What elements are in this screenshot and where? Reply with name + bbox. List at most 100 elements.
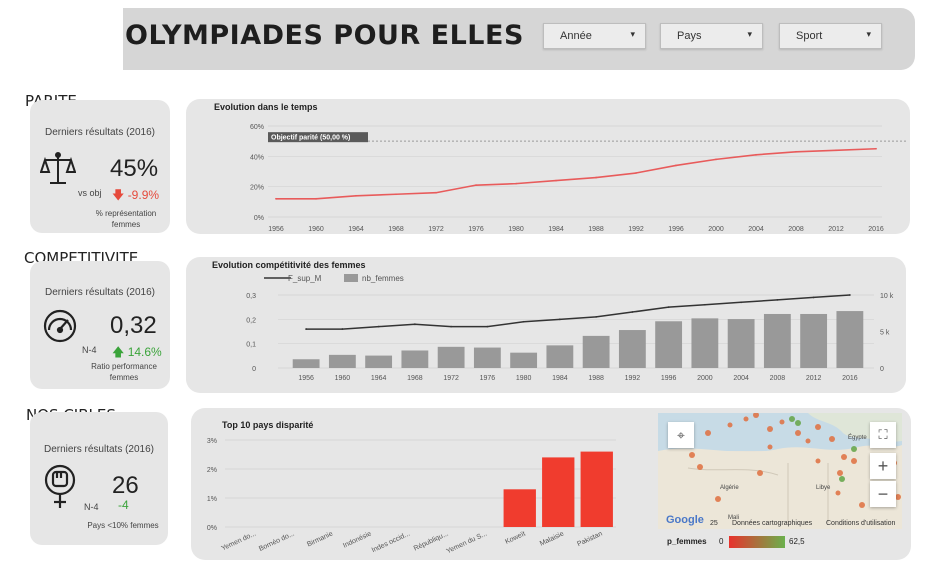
x-tick-label: 1956: [298, 375, 314, 382]
map-city-label: Mali: [728, 515, 739, 521]
data-point: [355, 194, 357, 197]
x-tick-label: Malaisie: [539, 530, 565, 547]
y-left-tick-label: 0: [252, 366, 256, 373]
locate-icon[interactable]: ⌖: [668, 422, 694, 448]
data-point: [795, 150, 797, 153]
data-point: [555, 179, 557, 182]
kpi-footer: % représentation femmes: [95, 209, 157, 229]
data-point: [486, 325, 489, 328]
y-tick-label: 1%: [207, 496, 217, 503]
legend-min: 0: [719, 537, 724, 546]
zoom-out-button[interactable]: −: [870, 481, 896, 507]
bar: [655, 321, 683, 368]
data-point: [522, 320, 525, 323]
x-tick-label: Républiqu...: [413, 530, 450, 552]
data-point: [776, 298, 779, 301]
x-tick-label: 1956: [268, 226, 284, 233]
legend-gradient: [729, 536, 785, 548]
kpi-delta: 🡇 -9.9%: [112, 186, 159, 207]
x-tick-label: 1996: [661, 375, 677, 382]
filter-sport-label: Sport: [796, 30, 823, 42]
x-tick-label: 2000: [697, 375, 713, 382]
x-tick-label: Indes occid...: [371, 530, 411, 554]
chart-title: Top 10 pays disparité: [222, 420, 314, 430]
top10-bar-chart: 0% 1% 2% 3% Yemen do... Bornéo do... Birmanie I…: [207, 438, 616, 555]
x-tick-label: 1960: [335, 375, 351, 382]
y-right-tick-label: 10 k: [880, 293, 894, 300]
map-city-label: Libye: [816, 485, 831, 491]
bar: [727, 319, 755, 368]
data-point: [395, 193, 397, 196]
data-point: [667, 306, 670, 309]
y-tick-label: 60%: [250, 124, 264, 131]
data-point: [835, 149, 837, 152]
filter-country-label: Pays: [677, 30, 702, 42]
y-tick-label: 40%: [250, 154, 264, 161]
bar: [365, 355, 393, 368]
kpi-value: 26: [112, 472, 139, 499]
bar: [691, 318, 719, 368]
reference-label: Objectif parité (50,00 %): [271, 135, 350, 142]
arrow-up-icon: 🡅: [112, 345, 125, 359]
zoom-in-button[interactable]: +: [870, 453, 896, 479]
map-legend: p_femmes 0 62,5: [667, 536, 907, 550]
x-tick-label: 1968: [407, 375, 423, 382]
arrow-down-icon: 🡇: [112, 188, 125, 202]
y-tick-label: 3%: [207, 438, 217, 445]
map-terrain: Algérie Égypte Libye Mali: [658, 413, 902, 529]
kpi-footer: Ratio performance femmes: [91, 362, 157, 382]
kpi-card-parite: Derniers résultats (2016) 45% vs obj 🡇 -…: [30, 100, 170, 233]
bar: [580, 451, 613, 527]
map-data-link[interactable]: Données cartographiques: [732, 520, 813, 527]
bar: [510, 352, 538, 368]
x-tick-label: 2012: [806, 375, 822, 382]
chart-title: Evolution compétitivité des femmes: [212, 260, 366, 270]
legend-max: 62,5: [789, 537, 805, 546]
filter-country-dropdown[interactable]: Pays ▾: [660, 23, 763, 49]
female-fist-icon: [44, 464, 76, 508]
legend-label: p_femmes: [667, 537, 707, 546]
x-tick-label: 1980: [508, 226, 524, 233]
map-city-label: Égypte: [848, 434, 867, 441]
fullscreen-icon[interactable]: ⛶: [870, 422, 896, 448]
y-tick-label: 0%: [207, 525, 217, 532]
kpi-card-competitivite: Derniers résultats (2016) 0,32 N-4 🡅 14.…: [30, 261, 170, 389]
filter-year-label: Année: [560, 30, 592, 42]
data-point: [675, 164, 677, 167]
x-tick-label: 2016: [868, 226, 884, 233]
x-tick-label: 1984: [552, 375, 568, 382]
bar: [328, 354, 356, 368]
x-tick-label: 1964: [348, 226, 364, 233]
kpi-compare-label: vs obj: [78, 188, 102, 198]
data-point: [558, 318, 561, 321]
caret-down-icon: ▾: [747, 29, 752, 39]
world-map[interactable]: Algérie Égypte Libye Mali ⌖ ⛶ + − Google…: [658, 413, 902, 529]
x-tick-label: Birmanie: [306, 530, 334, 548]
x-tick-label: Pakistan: [576, 530, 603, 548]
x-tick-label: 1988: [588, 375, 604, 382]
panel-parite-chart: Evolution dans le temps 0% 20% 40% 60% Objec…: [186, 99, 910, 234]
y-tick-label: 0%: [254, 215, 264, 222]
bar: [503, 489, 536, 527]
reference-label-bg: [268, 132, 368, 143]
y-left-tick-label: 0,2: [246, 317, 256, 324]
x-tick-label: 1968: [388, 226, 404, 233]
data-point: [703, 303, 706, 306]
x-tick-label: 1960: [308, 226, 324, 233]
map-terms-link[interactable]: Conditions d'utilisation: [826, 520, 896, 527]
series-line: [306, 294, 850, 330]
x-tick-label: 1972: [443, 375, 459, 382]
kpi-delta: -4: [118, 498, 129, 512]
map-city-label: Algérie: [720, 485, 739, 491]
filter-sport-dropdown[interactable]: Sport ▾: [779, 23, 882, 49]
bar: [401, 350, 429, 368]
data-point: [631, 311, 634, 313]
bar: [582, 335, 610, 368]
x-tick-label: 2016: [842, 375, 858, 382]
legend-label: F_sup_M: [288, 274, 322, 283]
kpi-header: Derniers résultats (2016): [44, 127, 156, 138]
x-tick-label: Indonésie: [342, 530, 373, 549]
data-point: [755, 153, 757, 156]
header-bar: OLYMPIADES POUR ELLES Année ▾ Pays ▾ Spo…: [123, 8, 915, 70]
filter-year-dropdown[interactable]: Année ▾: [543, 23, 646, 49]
